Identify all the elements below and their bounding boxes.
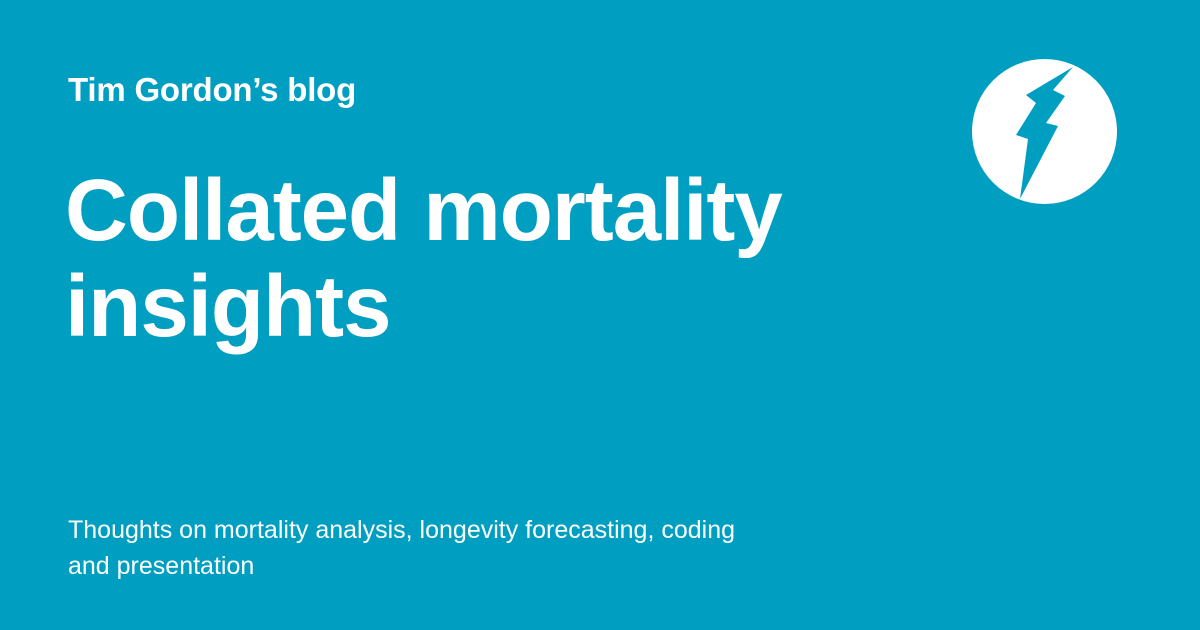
site-logo bbox=[972, 59, 1117, 204]
tagline-line-1: Thoughts on mortality analysis, longevit… bbox=[68, 516, 736, 544]
lightning-bolt-shape bbox=[1016, 67, 1073, 199]
post-title-line-2: insights bbox=[65, 258, 392, 355]
post-title-line-1: Collated mortality bbox=[65, 162, 783, 259]
tagline-line-2: and presentation bbox=[68, 552, 255, 580]
lightning-bolt-icon bbox=[972, 59, 1117, 204]
blog-name: Tim Gordon’s blog bbox=[68, 71, 357, 108]
blog-tagline: Thoughts on mortality analysis, longevit… bbox=[68, 512, 888, 584]
post-title: Collated mortality insights bbox=[65, 163, 925, 355]
